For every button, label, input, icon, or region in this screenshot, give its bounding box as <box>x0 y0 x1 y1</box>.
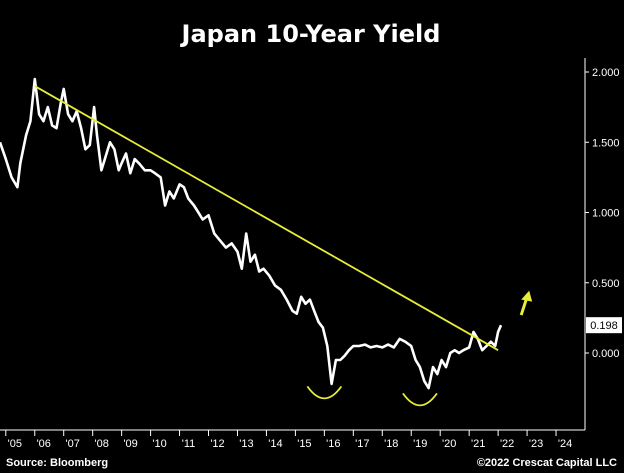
chart-title: Japan 10-Year Yield <box>180 20 441 48</box>
bottom-curve-annotation-1 <box>402 392 438 407</box>
y-tick-label: 0.000 <box>592 348 620 360</box>
series-line-0 <box>0 77 503 390</box>
copyright-label: ©2022 Crescat Capital LLC <box>477 457 617 469</box>
x-tick-label: '10 <box>152 438 166 450</box>
x-tick-label: '24 <box>558 438 572 450</box>
trend-line <box>34 85 499 351</box>
up-arrow-head <box>521 290 533 302</box>
x-tick-label: '21 <box>471 438 485 450</box>
x-tick-label: '05 <box>8 438 22 450</box>
bottom-curve-annotation-0 <box>306 385 343 400</box>
x-tick-label: '16 <box>326 438 340 450</box>
x-tick-label: '19 <box>413 438 427 450</box>
x-tick-label: '06 <box>37 438 51 450</box>
last-value-box <box>586 317 622 334</box>
x-tick-label: '13 <box>239 438 253 450</box>
source-label: Source: Bloomberg <box>6 457 108 469</box>
last-value-label: 0.198 <box>590 320 618 332</box>
x-tick-label: '14 <box>268 438 282 450</box>
x-tick-label: '18 <box>384 438 398 450</box>
y-tick-label: 2.000 <box>592 67 620 79</box>
x-tick-label: '17 <box>355 438 369 450</box>
x-tick-label: '07 <box>66 438 80 450</box>
x-tick-label: '22 <box>500 438 514 450</box>
x-tick-label: '08 <box>95 438 109 450</box>
x-tick-label: '15 <box>297 438 311 450</box>
x-tick-label: '12 <box>210 438 224 450</box>
x-tick-label: '09 <box>123 438 137 450</box>
plot-area <box>0 77 533 407</box>
axes: 2.000 1.500 1.000 0.500 0.000 0.198 '05 '06 '07 '… <box>0 58 622 450</box>
x-tick-label: '23 <box>529 438 543 450</box>
x-tick-label: '11 <box>182 438 196 450</box>
y-tick-label: 1.500 <box>592 137 620 149</box>
x-tick-label: '20 <box>442 438 456 450</box>
y-tick-label: 1.000 <box>592 208 620 220</box>
y-tick-label: 0.500 <box>592 278 620 290</box>
